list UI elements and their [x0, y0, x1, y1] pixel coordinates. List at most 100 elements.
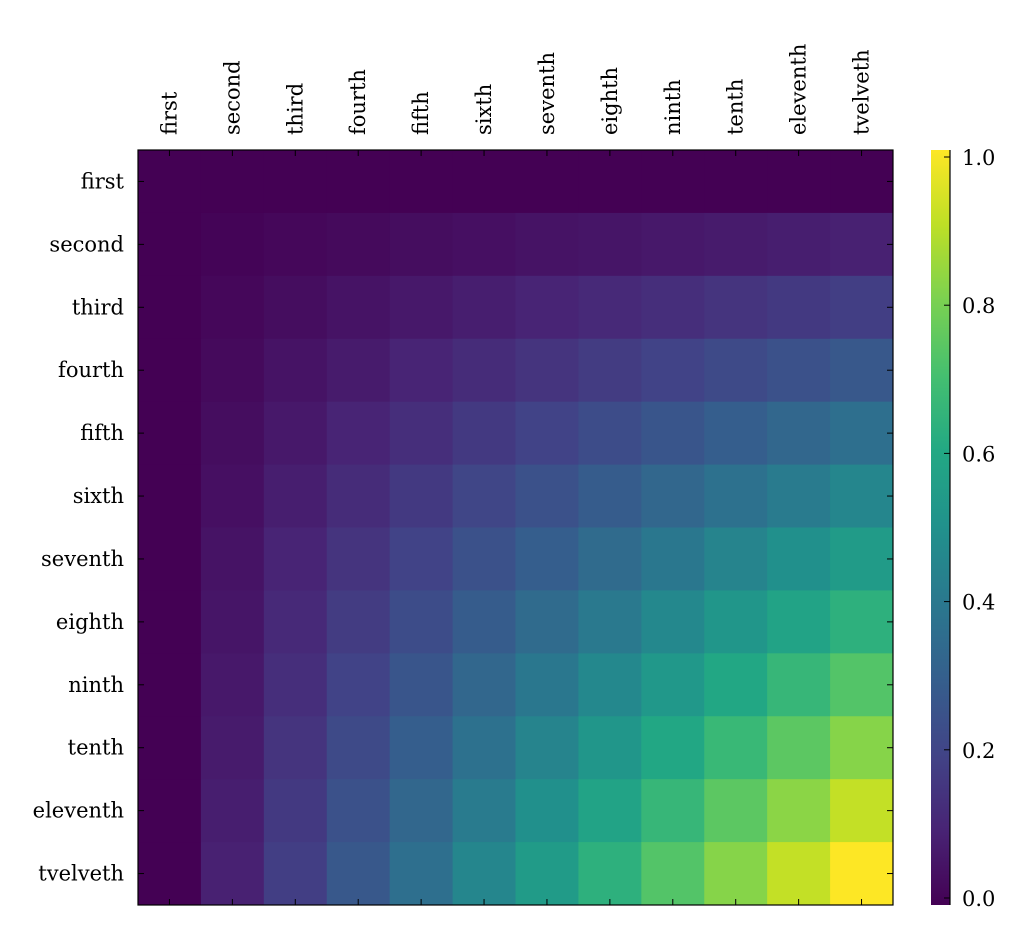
heatmap-cell [704, 779, 768, 843]
heatmap-cell [767, 590, 831, 654]
heatmap-cell [200, 716, 265, 780]
heatmap-cell [704, 527, 768, 591]
heatmap-cell [389, 842, 454, 906]
heatmap-cell [452, 150, 516, 214]
heatmap-cell [704, 401, 768, 466]
colorbar-tick-label: 0.0 [962, 887, 995, 911]
heatmap-cell [704, 716, 768, 780]
heatmap-cell [515, 275, 579, 340]
heatmap-cells [138, 150, 894, 906]
heatmap-cell [704, 842, 768, 906]
heatmap-cell [200, 653, 265, 717]
y-tick-label: fourth [58, 358, 124, 382]
heatmap-cell [578, 338, 642, 403]
heatmap-cell [452, 716, 516, 780]
x-tick-label: third [283, 83, 307, 135]
colorbar [931, 150, 950, 905]
heatmap-cell [326, 338, 391, 403]
x-tick-label: tenth [724, 79, 748, 135]
heatmap-cell [830, 275, 894, 340]
heatmap-cell [138, 716, 202, 780]
y-tick-label: first [81, 169, 125, 193]
heatmap-cell [326, 275, 391, 340]
heatmap-cell [452, 779, 516, 843]
heatmap-cell [515, 527, 579, 591]
x-tick-label: sixth [472, 84, 496, 135]
colorbar-tick-label: 0.6 [962, 442, 995, 466]
heatmap-cell [263, 779, 328, 843]
heatmap-cell [515, 842, 579, 906]
heatmap-cell [138, 779, 202, 843]
heatmap-cell [138, 401, 202, 466]
heatmap-cell [704, 150, 768, 214]
x-tick-label: tvelveth [850, 49, 874, 135]
heatmap-cell [704, 338, 768, 403]
heatmap-cell [767, 716, 831, 780]
heatmap-cell [578, 150, 642, 214]
heatmap-cell [641, 716, 705, 780]
heatmap-cell [200, 842, 265, 906]
heatmap-cell [326, 212, 391, 277]
heatmap-cell [200, 275, 265, 340]
heatmap-cell [263, 150, 328, 214]
heatmap-cell [830, 150, 894, 214]
heatmap-cell [641, 779, 705, 843]
heatmap-cell [389, 527, 454, 591]
heatmap-cell [830, 779, 894, 843]
colorbar-tick-label: 0.4 [962, 591, 995, 615]
heatmap-cell [452, 338, 516, 403]
heatmap-cell [767, 150, 831, 214]
heatmap-cell [767, 779, 831, 843]
heatmap-cell [767, 464, 831, 528]
heatmap-cell [326, 464, 391, 528]
heatmap-cell [200, 527, 265, 591]
heatmap-cell [389, 590, 454, 654]
x-tick-label: fourth [346, 69, 370, 135]
y-tick-label: second [49, 232, 124, 256]
x-tick-label: fifth [409, 91, 433, 135]
heatmap-cell [263, 590, 328, 654]
heatmap-cell [389, 716, 454, 780]
heatmap-cell [452, 275, 516, 340]
heatmap-cell [578, 212, 642, 277]
heatmap-cell [767, 338, 831, 403]
heatmap-cell [704, 275, 768, 340]
heatmap-cell [641, 150, 705, 214]
heatmap-cell [326, 527, 391, 591]
y-tick-label: ninth [68, 673, 124, 697]
x-tick-label: ninth [661, 79, 685, 135]
colorbar-ticks: 0.0 0.2 0.4 0.6 0.8 1.0 [944, 146, 995, 911]
heatmap-cell [138, 212, 202, 277]
heatmap-cell [389, 275, 454, 340]
heatmap-cell [515, 653, 579, 717]
heatmap-cell [389, 338, 454, 403]
x-tick-label: second [220, 60, 244, 135]
heatmap-cell [515, 779, 579, 843]
heatmap-cell [515, 212, 579, 277]
heatmap-cell [767, 401, 831, 466]
heatmap-cell [515, 338, 579, 403]
heatmap-cell [641, 275, 705, 340]
heatmap-cell [704, 212, 768, 277]
colorbar-tick-label: 0.8 [962, 294, 995, 318]
colorbar-tick-label: 1.0 [962, 146, 995, 170]
x-tick-label: eighth [598, 67, 622, 135]
heatmap-cell [263, 401, 328, 466]
heatmap-cell [767, 842, 831, 906]
heatmap-cell [263, 653, 328, 717]
heatmap-cell [326, 779, 391, 843]
x-tick-label: first [157, 91, 181, 135]
heatmap-cell [578, 716, 642, 780]
heatmap-cell [263, 275, 328, 340]
heatmap-cell [641, 653, 705, 717]
heatmap-cell [830, 842, 894, 906]
heatmap-cell [326, 150, 391, 214]
heatmap-cell [200, 338, 265, 403]
x-tick-label: seventh [535, 52, 559, 135]
heatmap-cell [767, 275, 831, 340]
heatmap-cell [263, 527, 328, 591]
heatmap-cell [830, 716, 894, 780]
heatmap-cell [263, 212, 328, 277]
heatmap-cell [138, 338, 202, 403]
colorbar-tick-label: 0.2 [962, 739, 995, 763]
